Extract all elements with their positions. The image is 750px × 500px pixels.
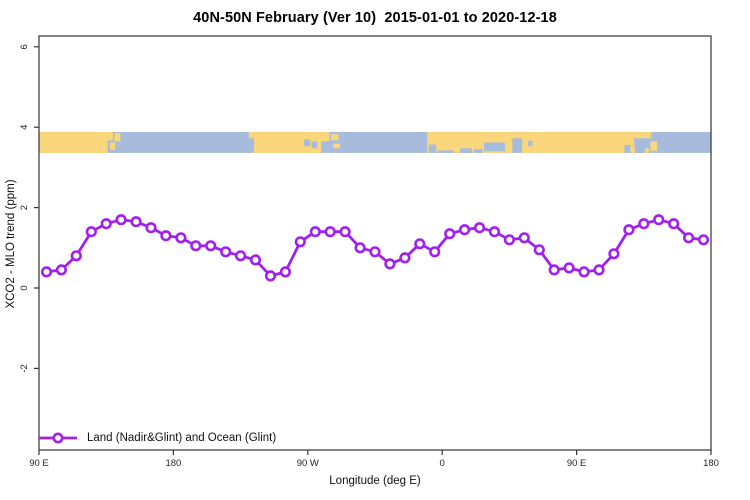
data-point	[40, 266, 53, 278]
data-point	[384, 258, 396, 270]
legend: Land (Nadir&Glint) and Ocean (Glint)	[38, 429, 276, 446]
map-water-segment	[484, 142, 505, 152]
map-water-segment	[460, 148, 473, 153]
data-point	[175, 232, 187, 244]
map-land-segment	[427, 132, 652, 153]
data-point	[682, 232, 695, 244]
data-point	[473, 222, 486, 234]
data-point	[369, 246, 381, 258]
y-axis-title: XCO2 - MLO trend (ppm)	[5, 179, 17, 309]
x-axis-title: Longitude (deg E)	[329, 475, 421, 487]
data-point	[697, 234, 710, 246]
map-land-segment	[39, 132, 108, 153]
map-island-segment	[630, 145, 635, 153]
map-water-segment	[428, 144, 437, 153]
x-tick-label: 90 E	[29, 458, 49, 469]
plot-box	[38, 35, 712, 451]
data-point	[623, 224, 635, 236]
data-point	[100, 218, 112, 230]
legend-marker-icon	[39, 432, 77, 443]
map-water-segment	[624, 144, 652, 153]
data-point	[459, 224, 471, 236]
legend-label: Land (Nadir&Glint) and Ocean (Glint)	[87, 431, 277, 444]
data-point	[399, 252, 411, 264]
data-point	[668, 218, 680, 230]
data-point	[578, 266, 590, 278]
map-island-segment	[645, 148, 650, 153]
data-point	[115, 214, 127, 226]
map-island-segment	[650, 141, 658, 151]
y-tick-label: 0	[19, 285, 30, 290]
data-point	[264, 270, 277, 282]
x-tick-label: 90 W	[297, 458, 319, 469]
map-land-segment	[107, 132, 113, 141]
data-point	[190, 240, 202, 252]
data-point	[548, 264, 560, 276]
x-tick-label: 180	[165, 458, 181, 469]
data-point	[205, 240, 217, 252]
x-tick-label: 180	[703, 458, 719, 469]
map-land-segment	[333, 143, 340, 149]
data-point	[653, 214, 665, 226]
x-tick-label: 90 E	[567, 458, 587, 469]
data-point	[160, 230, 172, 242]
data-point	[503, 234, 516, 246]
data-point	[414, 238, 426, 250]
map-land-segment	[109, 142, 116, 150]
plot-title: 40N-50N February (Ver 10) 2015-01-01 to …	[193, 10, 557, 26]
data-point	[339, 226, 351, 238]
x-tick-label: 0	[440, 458, 445, 469]
data-point	[249, 254, 262, 266]
data-point	[220, 246, 232, 258]
data-point	[563, 262, 575, 274]
data-point	[55, 264, 68, 276]
data-point	[130, 216, 142, 228]
data-point	[294, 236, 306, 248]
data-point	[235, 250, 247, 262]
map-water-segment	[437, 150, 455, 153]
data-point	[309, 226, 321, 238]
data-point	[518, 232, 530, 244]
data-point	[354, 242, 366, 254]
map-land-segment	[321, 132, 330, 142]
data-point	[444, 228, 456, 240]
y-tick-label: 4	[19, 125, 30, 130]
data-point	[608, 248, 620, 260]
map-water-segment	[311, 141, 318, 149]
map-land-segment	[114, 133, 121, 142]
data-point	[85, 226, 97, 238]
data-point	[70, 250, 82, 262]
map-water-segment	[304, 139, 311, 147]
map-land-segment	[330, 134, 339, 141]
data-point	[638, 218, 650, 230]
map-land-segment	[248, 132, 255, 139]
map-water-segment	[634, 138, 652, 145]
data-point	[279, 266, 292, 278]
data-point	[429, 246, 441, 258]
data-point	[145, 222, 157, 234]
map-water-segment	[473, 149, 483, 153]
data-point	[488, 226, 501, 238]
map-water-segment	[528, 140, 533, 147]
map-land-segment	[254, 132, 322, 153]
map-water-segment	[512, 138, 523, 153]
data-point	[533, 244, 545, 256]
y-tick-label: -2	[19, 364, 30, 372]
y-tick-label: 2	[19, 205, 30, 210]
data-point	[593, 264, 605, 276]
y-tick-label: 6	[19, 44, 30, 49]
data-point	[324, 226, 336, 238]
